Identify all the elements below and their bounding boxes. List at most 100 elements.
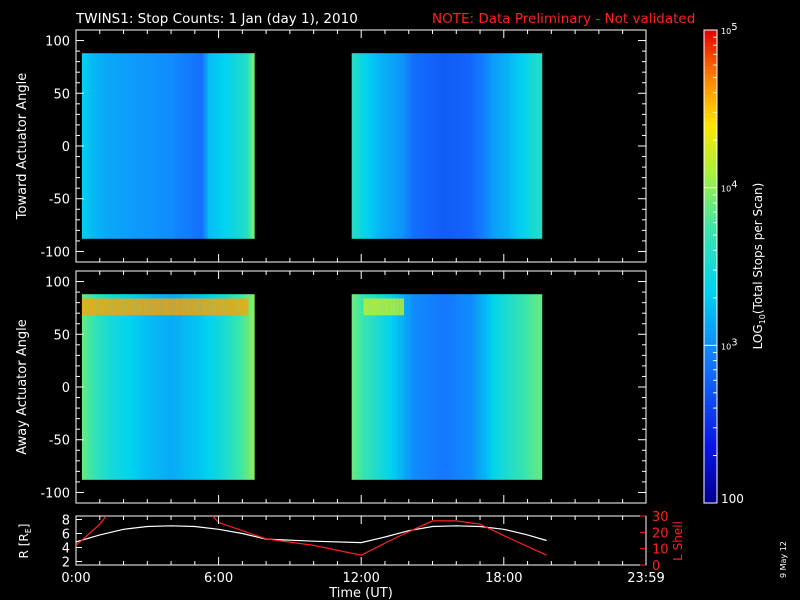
heatmap-hot-band (368, 298, 372, 316)
heatmap-cell (408, 294, 412, 480)
heatmap-cell (406, 53, 410, 239)
heatmap-cell (207, 294, 211, 480)
heatmap-cell (103, 294, 107, 480)
heatmap-cell (506, 294, 509, 480)
heatmap-cell (226, 294, 230, 480)
toward-y-axis: -100 -50 0 50 100 (40, 29, 646, 263)
colorbar-segment (704, 156, 717, 161)
heatmap-cell (222, 53, 225, 239)
heatmap-cell (157, 294, 161, 480)
heatmap-hot-band (165, 298, 168, 316)
heatmap-cell (205, 53, 209, 239)
heatmap-cell (193, 294, 197, 480)
away-heatmap (81, 294, 543, 480)
heatmap-cell (427, 53, 431, 239)
colorbar-segment (704, 57, 717, 63)
heatmap-cell (231, 53, 235, 239)
heatmap-hot-band (122, 298, 126, 316)
colorbar-segment (704, 128, 717, 134)
chart-title: TWINS1: Stop Counts: 1 Jan (day 1), 2010 (75, 11, 358, 27)
colorbar-segment (704, 443, 717, 449)
l-shell-line (76, 516, 547, 556)
heatmap-cell (392, 294, 395, 480)
heatmap-hot-band (217, 298, 221, 316)
colorbar-segment (704, 491, 717, 496)
heatmap-cell (181, 53, 185, 239)
heatmap-cell (444, 294, 448, 480)
heatmap-cell (127, 294, 130, 480)
colorbar-segment (704, 97, 717, 102)
heatmap-cell (480, 294, 483, 480)
right-tick-label: 30 (652, 510, 669, 525)
colorbar-segment (704, 274, 717, 279)
heatmap-cell (489, 53, 493, 239)
heatmap-hot-band (210, 298, 214, 316)
heatmap-cell (411, 53, 414, 239)
heatmap-cell (198, 294, 202, 480)
heatmap-hot-band (363, 298, 367, 316)
y-tick-label: -100 (40, 245, 70, 260)
heatmap-cell (122, 294, 126, 480)
heatmap-cell (456, 53, 460, 239)
away-y-label: Away Actuator Angle (15, 319, 30, 454)
heatmap-cell (501, 53, 505, 239)
heatmap-cell (496, 53, 500, 239)
colorbar-segment (704, 100, 717, 106)
colorbar-segment (704, 85, 717, 90)
heatmap-hot-band (136, 298, 140, 316)
heatmap-cell (148, 53, 152, 239)
heatmap-cell (453, 53, 457, 239)
colorbar-segment (704, 148, 717, 153)
heatmap-hot-band (205, 298, 209, 316)
heatmap-cell (108, 294, 111, 480)
orbit-lines (76, 516, 547, 556)
heatmap-cell (432, 294, 436, 480)
heatmap-hot-band (127, 298, 130, 316)
heatmap-cell (477, 294, 481, 480)
heatmap-cell (482, 294, 486, 480)
heatmap-cell (354, 294, 357, 480)
time-axis: 0:00 6:00 12:00 18:00 23:59 (61, 516, 665, 586)
colorbar-segment (704, 183, 717, 189)
heatmap-cell (84, 53, 88, 239)
heatmap-hot-band (399, 298, 402, 316)
colorbar-segment (704, 368, 717, 374)
colorbar-segment (704, 432, 717, 437)
colorbar-segment (704, 124, 717, 130)
heatmap-cell (418, 53, 422, 239)
heatmap-cell (89, 294, 92, 480)
heatmap-cell (477, 53, 481, 239)
heatmap-cell (129, 53, 133, 239)
radius-line (76, 525, 547, 544)
toward-x-ticks (75, 30, 647, 262)
heatmap-cell (389, 53, 393, 239)
heatmap-cell (527, 294, 531, 480)
heatmap-hot-band (93, 298, 97, 316)
colorbar-segment (704, 108, 717, 114)
away-panel: -100 -50 0 50 100 Away Actuator Angle (15, 270, 647, 504)
heatmap-cell (356, 53, 360, 239)
heatmap-hot-band (179, 298, 183, 316)
heatmap-cell (148, 294, 152, 480)
heatmap-cell (534, 294, 538, 480)
heatmap-cell (403, 294, 407, 480)
heatmap-hot-band (193, 298, 197, 316)
heatmap-cell (537, 294, 540, 480)
heatmap-cell (491, 294, 495, 480)
heatmap-cell (468, 294, 471, 480)
heatmap-hot-band (129, 298, 133, 316)
colorbar-segment (704, 266, 717, 272)
heatmap-cell (169, 294, 173, 480)
heatmap-hot-band (229, 298, 233, 316)
heatmap-cell (491, 53, 495, 239)
heatmap-cell (119, 53, 123, 239)
heatmap-cell (100, 53, 104, 239)
heatmap-cell (520, 294, 524, 480)
heatmap-hot-band (89, 298, 92, 316)
heatmap-cell (444, 53, 448, 239)
toward-panel: -100 -50 0 50 100 Toward Actuator Angle (15, 29, 647, 263)
heatmap-cell (351, 53, 355, 239)
colorbar-segment (704, 475, 717, 480)
colorbar-segment (704, 337, 717, 342)
heatmap-cell (253, 53, 255, 239)
